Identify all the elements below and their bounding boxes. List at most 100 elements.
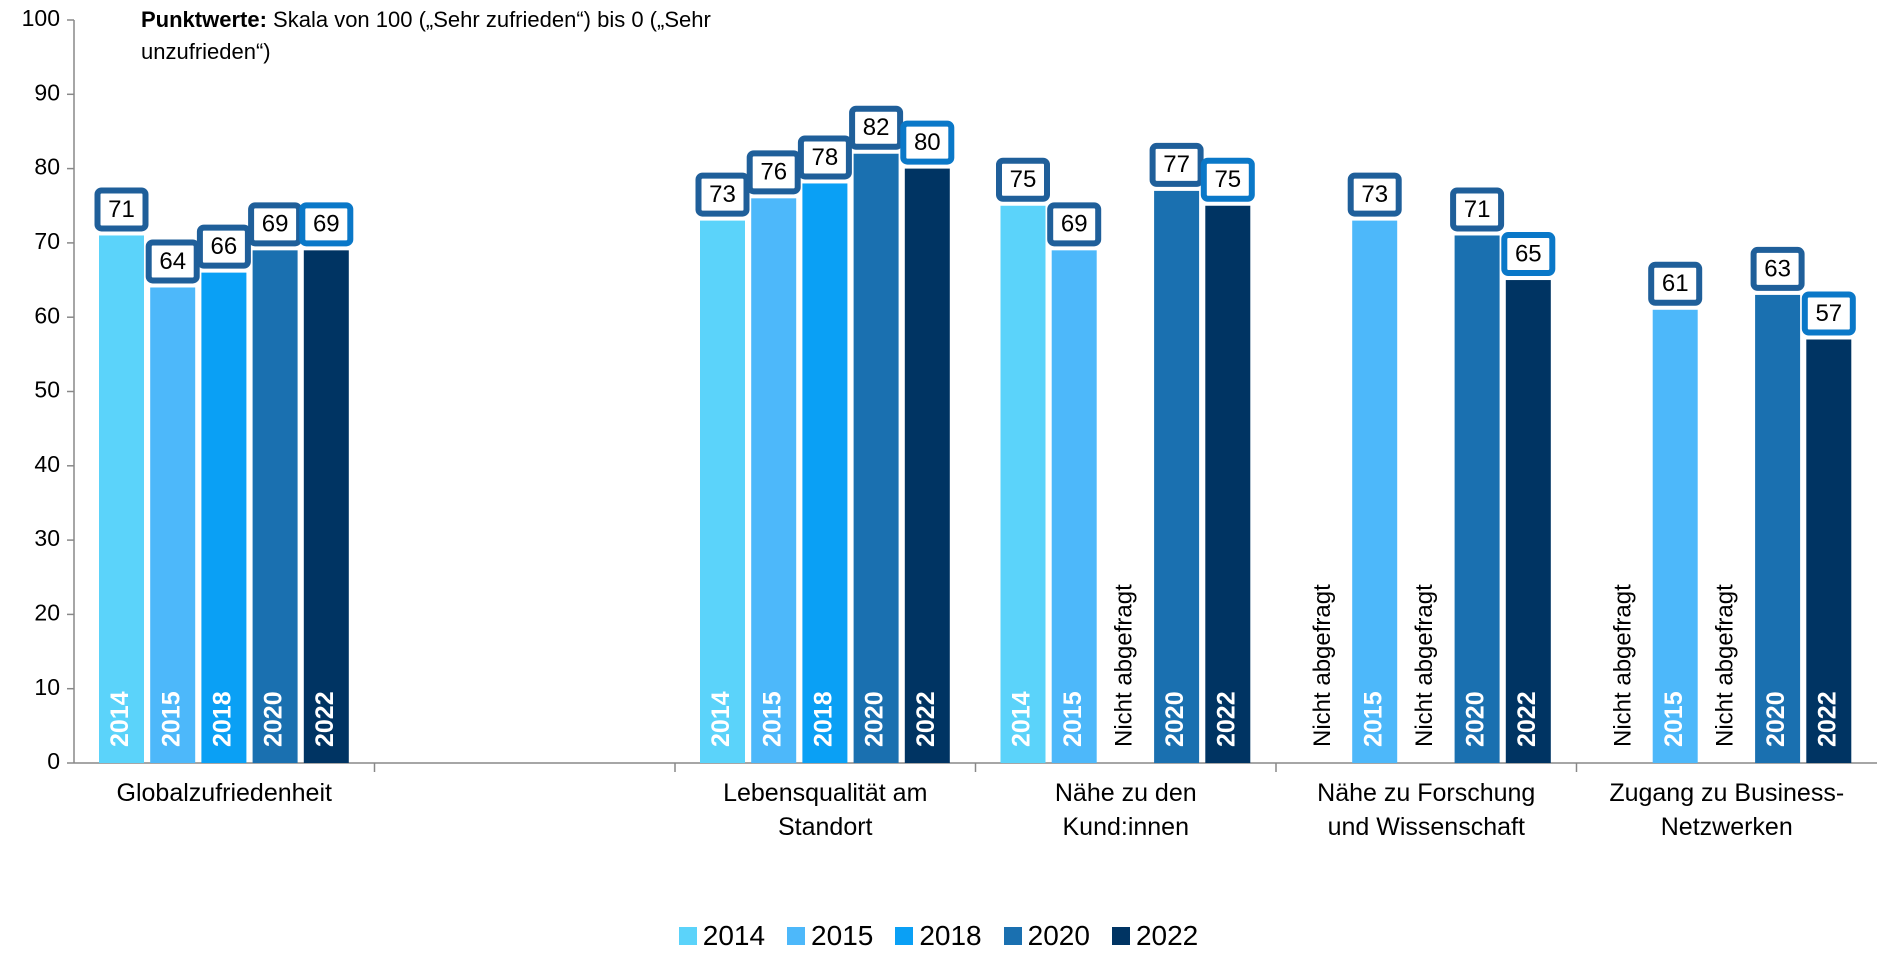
- title-text: Skala von 100 („Sehr zufrieden“) bis 0 (…: [141, 7, 711, 64]
- y-tick-label: 20: [34, 599, 60, 625]
- bar-year-label: 2014: [106, 691, 134, 747]
- value-box: [1347, 172, 1402, 217]
- legend: 2014 2015 2018 2020 2022: [0, 920, 1877, 952]
- bar: [150, 287, 196, 763]
- value-label: 76: [760, 159, 787, 186]
- value-label: 69: [262, 211, 289, 238]
- bar-year-label: 2015: [758, 691, 786, 747]
- value-box: [94, 187, 149, 232]
- value-box: [196, 224, 251, 269]
- legend-label: 2022: [1135, 920, 1199, 951]
- value-box: [1648, 261, 1703, 306]
- value-box: [746, 150, 801, 195]
- value-label: 71: [1464, 196, 1491, 223]
- value-label: 77: [1163, 151, 1190, 178]
- bar: [1454, 235, 1500, 764]
- y-tick-label: 70: [34, 228, 60, 254]
- y-tick-label: 30: [34, 525, 60, 551]
- value-box: [1501, 232, 1556, 277]
- legend-item: 2018: [895, 920, 982, 952]
- legend-swatch: [1111, 927, 1130, 945]
- y-tick-label: 80: [34, 154, 60, 180]
- bar-year-label: 2022: [311, 691, 339, 747]
- legend-label: 2020: [1027, 920, 1090, 951]
- bar-year-label: 2022: [912, 691, 940, 747]
- value-box: [1149, 142, 1204, 187]
- value-label: 82: [863, 114, 890, 141]
- y-tick-label: 50: [34, 377, 60, 403]
- value-label: 69: [1061, 211, 1088, 238]
- bar: [853, 153, 899, 764]
- y-tick-label: 40: [34, 451, 60, 477]
- value-label: 61: [1662, 270, 1689, 297]
- y-tick-label: 60: [34, 302, 60, 328]
- missing-label: Nicht abgefragt: [1609, 584, 1636, 747]
- value-box: [900, 120, 955, 165]
- value-box: [299, 202, 354, 247]
- y-tick-label: 0: [47, 748, 60, 774]
- bar-year-label: 2020: [1462, 691, 1490, 747]
- legend-swatch: [1003, 927, 1022, 945]
- title-bold: Punktwerte:: [141, 7, 267, 32]
- bar: [1352, 220, 1398, 764]
- legend-swatch: [895, 927, 914, 945]
- value-box: [248, 202, 303, 247]
- legend-label: 2015: [811, 920, 874, 951]
- bar: [1755, 294, 1801, 763]
- value-box: [695, 172, 750, 217]
- value-label: 65: [1515, 240, 1542, 267]
- value-label: 66: [211, 233, 238, 260]
- value-box: [1047, 202, 1102, 247]
- legend-swatch: [678, 927, 697, 945]
- value-label: 73: [709, 181, 736, 208]
- legend-label: 2018: [919, 920, 982, 951]
- legend-swatch: [787, 927, 806, 945]
- bar: [303, 250, 349, 763]
- bar: [1051, 250, 1097, 763]
- bar: [252, 250, 298, 763]
- missing-label: Nicht abgefragt: [1712, 584, 1739, 747]
- bar: [802, 183, 848, 763]
- legend-item: 2020: [1003, 920, 1090, 952]
- value-label: 63: [1764, 255, 1791, 282]
- bar-year-label: 2022: [1212, 691, 1240, 747]
- bar-year-label: 2018: [810, 691, 838, 747]
- value-box: [849, 105, 904, 150]
- value-label: 75: [1214, 166, 1241, 193]
- missing-label: Nicht abgefragt: [1111, 584, 1138, 747]
- legend-label: 2014: [702, 920, 766, 951]
- value-label: 78: [812, 144, 839, 171]
- value-box: [1750, 246, 1805, 291]
- value-label: 64: [159, 248, 186, 275]
- value-label: 80: [914, 129, 941, 156]
- bar-year-label: 2015: [1660, 691, 1688, 747]
- value-label: 57: [1815, 300, 1842, 327]
- bar-year-label: 2020: [1161, 691, 1189, 747]
- bar: [904, 168, 950, 764]
- bar-year-label: 2014: [1008, 691, 1036, 747]
- x-tick-label: Globalzufriedenheit: [116, 779, 332, 807]
- value-label: 75: [1010, 166, 1037, 193]
- chart-title: Punktwerte: Skala von 100 („Sehr zufried…: [141, 4, 721, 68]
- bar: [99, 235, 144, 764]
- y-tick-label: 10: [34, 674, 60, 700]
- bar-year-label: 2015: [1359, 691, 1387, 747]
- value-box: [797, 135, 852, 180]
- bar-year-label: 2020: [861, 691, 889, 747]
- legend-item: 2022: [1111, 920, 1199, 952]
- missing-label: Nicht abgefragt: [1309, 584, 1336, 747]
- x-tick-label: Lebensqualität am Standort: [723, 779, 928, 841]
- x-tick-label: Nähe zu Forschung und Wissenschaft: [1317, 779, 1536, 841]
- bar: [1205, 205, 1251, 763]
- bar: [201, 272, 247, 763]
- bar: [1505, 280, 1551, 763]
- value-label: 71: [108, 196, 135, 223]
- bar: [1154, 190, 1200, 763]
- bar: [751, 198, 797, 763]
- bar: [1652, 309, 1698, 763]
- value-box: [1801, 291, 1856, 336]
- value-box: [1200, 157, 1255, 202]
- value-box: [996, 157, 1050, 202]
